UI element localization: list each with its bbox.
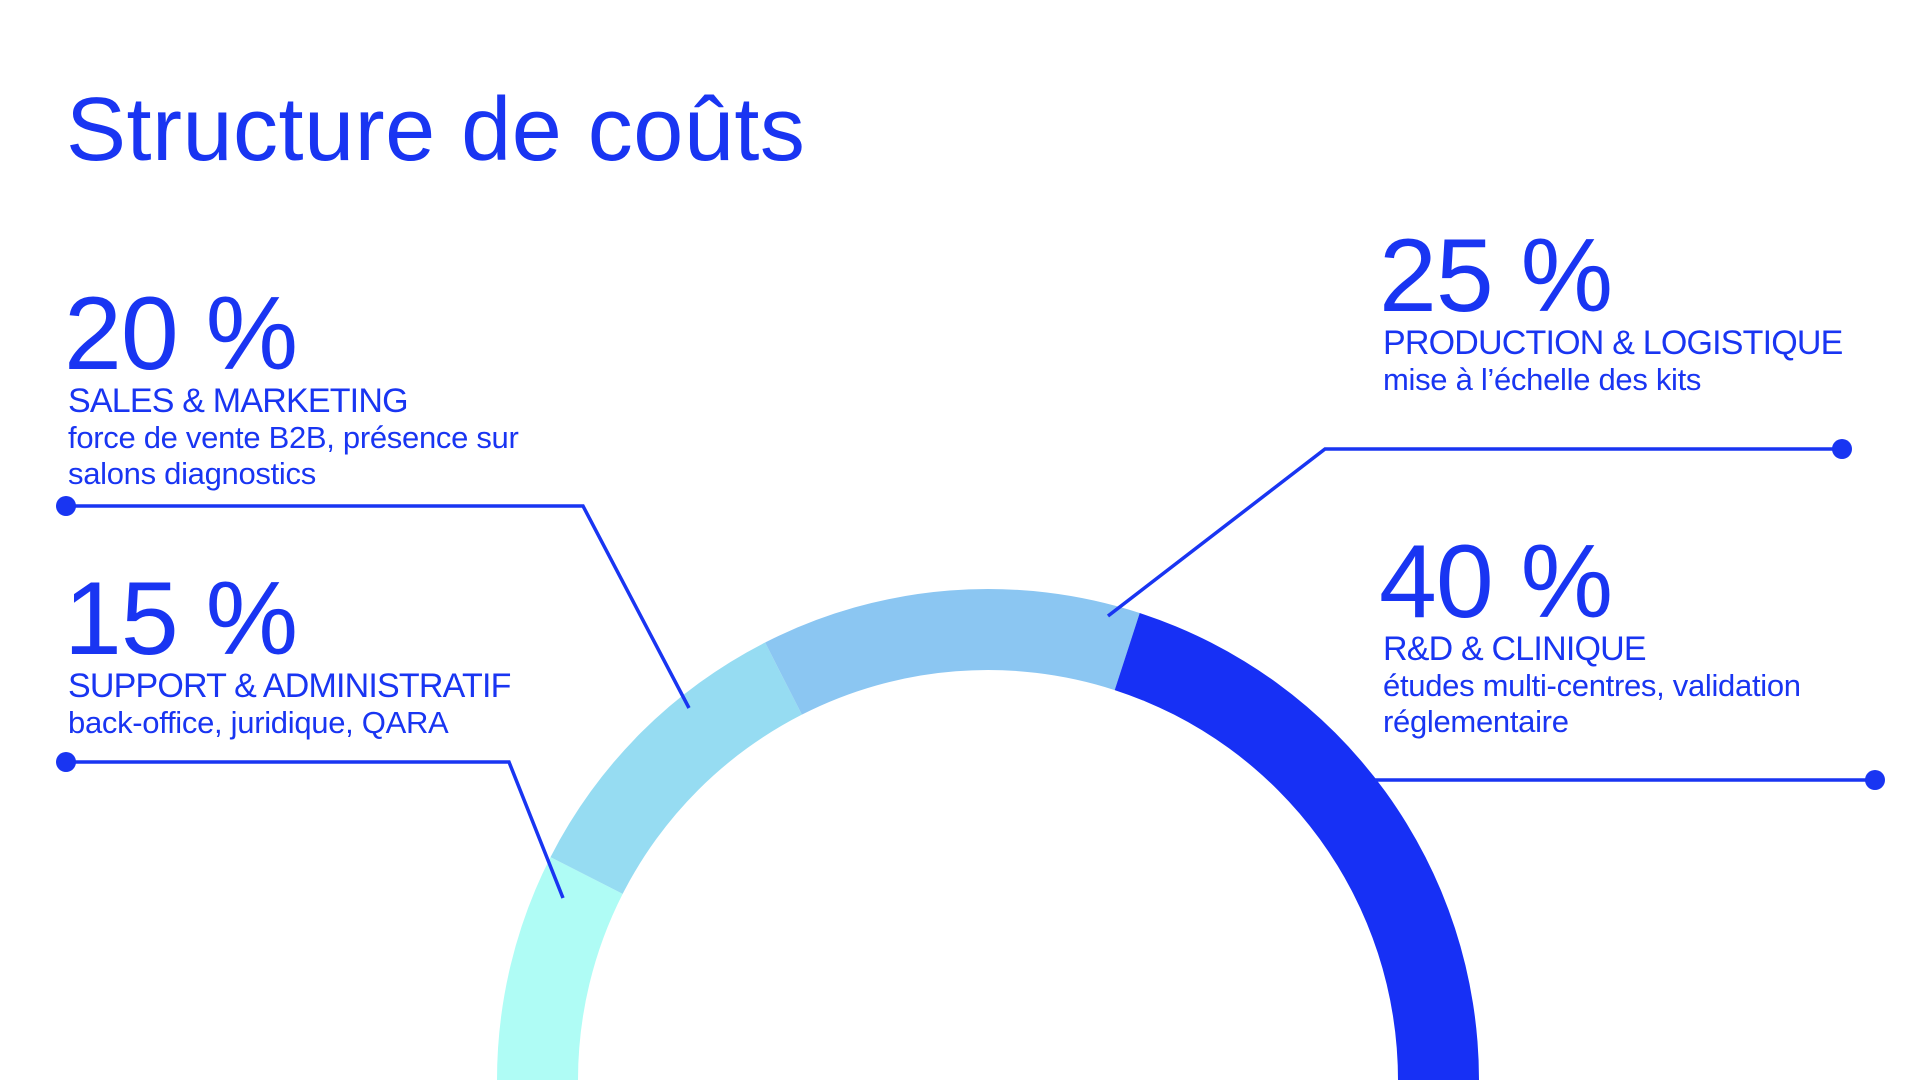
leader-dot-icon — [56, 752, 76, 772]
donut-segment-support — [497, 857, 623, 1080]
donut-segment-sales — [550, 642, 802, 894]
page-title: Structure de coûts — [66, 80, 806, 180]
description-line: études multi-centres, validation — [1383, 668, 1801, 703]
description-line: salons diagnostics — [68, 456, 316, 491]
leader-dot-icon — [1832, 439, 1852, 459]
category-description: mise à l’échelle des kits — [1383, 362, 1701, 398]
leader-line-production — [1106, 447, 1842, 618]
donut-segment-rnd — [1114, 613, 1479, 1080]
description-line: back-office, juridique, QARA — [68, 705, 449, 740]
category-label: SUPPORT & ADMINISTRATIF — [68, 667, 511, 705]
leader-dot-icon — [56, 496, 76, 516]
category-label: SALES & MARKETING — [68, 382, 409, 420]
description-line: force de vente B2B, présence sur — [68, 420, 519, 455]
donut-segments — [497, 589, 1479, 1080]
category-label: PRODUCTION & LOGISTIQUE — [1383, 324, 1843, 362]
category-description: back-office, juridique, QARA — [68, 705, 449, 741]
leader-dot-icon — [1865, 770, 1885, 790]
description-line: mise à l’échelle des kits — [1383, 362, 1702, 397]
description-line: réglementaire — [1383, 704, 1569, 739]
percent-value: 25 % — [1379, 218, 1613, 334]
percent-value: 20 % — [64, 276, 298, 392]
category-description: force de vente B2B, présence sur salons … — [68, 420, 519, 492]
percent-value: 40 % — [1379, 524, 1613, 640]
percent-value: 15 % — [64, 561, 298, 677]
leader-line-sales — [66, 504, 691, 709]
leader-line-support — [66, 760, 565, 899]
leader-lines — [56, 439, 1885, 899]
category-label: R&D & CLINIQUE — [1383, 630, 1647, 668]
donut-segment-production — [765, 589, 1140, 715]
category-description: études multi-centres, validation régleme… — [1383, 668, 1801, 740]
